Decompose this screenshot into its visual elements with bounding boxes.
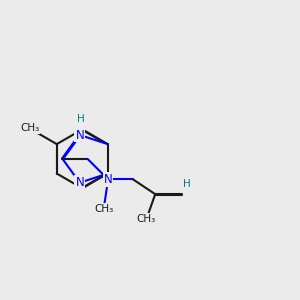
Text: CH₃: CH₃	[20, 123, 39, 133]
Text: H: H	[77, 114, 85, 124]
Text: N: N	[75, 128, 84, 142]
Text: N: N	[75, 176, 84, 189]
Text: N: N	[104, 173, 112, 186]
Text: CH₃: CH₃	[137, 214, 156, 224]
Text: H: H	[183, 179, 191, 189]
Text: CH₃: CH₃	[94, 204, 113, 214]
